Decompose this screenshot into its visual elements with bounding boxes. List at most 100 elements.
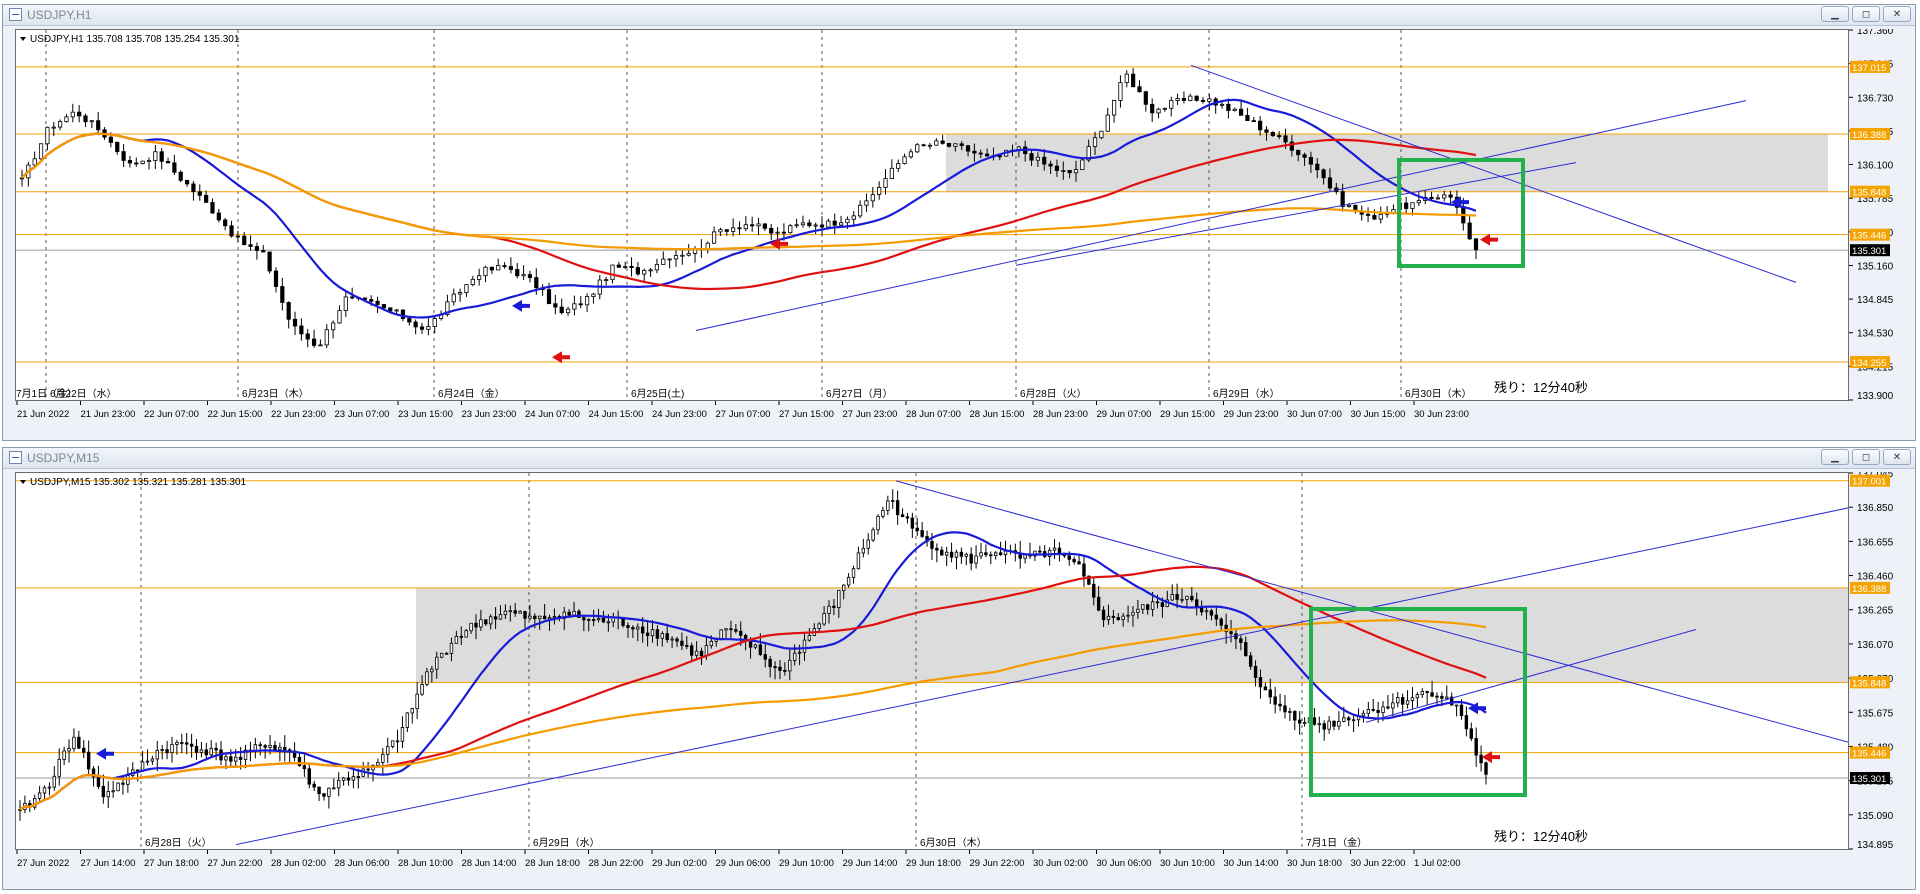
candle-body (234, 756, 238, 762)
candle-body (927, 144, 933, 147)
sell-arrow-icon (1480, 233, 1498, 246)
candle-body (1332, 720, 1336, 727)
candle-body (121, 151, 126, 161)
candle-body (1099, 130, 1104, 139)
candle-body (1150, 103, 1155, 114)
level-tag-label: 136.388 (1852, 584, 1886, 595)
candle-body (704, 645, 709, 657)
chart-window-h1[interactable]: USDJPY,H1 ▁ ◻ ✕ USDJPY,H1 135.708 135.70… (2, 4, 1916, 441)
date-label: 6月28日（火） (1020, 388, 1087, 400)
candle-body (1131, 73, 1136, 88)
candle-body (263, 745, 267, 748)
candle-body (216, 212, 221, 221)
candle-body (739, 630, 743, 636)
level-tag (1850, 356, 1890, 369)
candle-body (533, 615, 537, 620)
candle-body (972, 150, 977, 154)
price-axis-m15[interactable]: 137.045 136.850 136.655 136.460 136.265 136.0… (1849, 469, 1915, 851)
candle-body (153, 151, 158, 162)
minimize-button[interactable]: ▁ (1821, 449, 1849, 465)
candlestick-chart-h1[interactable]: USDJPY,H1 135.708 135.708 135.254 135.30… (16, 30, 1849, 400)
date-label: 6月30日（木） (920, 837, 987, 849)
candle-body (1273, 696, 1277, 705)
time-tick-label: 22 Jun 07:00 (144, 409, 199, 420)
time-tick-label: 23 Jun 15:00 (398, 409, 453, 420)
candle-body (842, 584, 846, 591)
time-tick-label: 29 Jun 07:00 (1097, 409, 1152, 420)
candle-body (1239, 638, 1243, 643)
maximize-button[interactable]: ◻ (1852, 6, 1880, 22)
time-tick-label: 30 Jun 15:00 (1351, 409, 1406, 420)
candle-body (832, 605, 836, 608)
candle-body (753, 644, 758, 648)
price-plot-h1[interactable]: USDJPY,H1 135.708 135.708 135.254 135.30… (15, 29, 1849, 401)
level-tag-label: 136.388 (1852, 130, 1886, 141)
window-titlebar-h1[interactable]: USDJPY,H1 ▁ ◻ ✕ (3, 5, 1915, 26)
candle-body (464, 630, 468, 638)
chart-window-m15[interactable]: USDJPY,M15 ▁ ◻ ✕ USDJPY,M15 135.302 135.… (2, 447, 1916, 890)
maximize-button[interactable]: ◻ (1852, 449, 1880, 465)
candle-body (979, 552, 983, 557)
candle-body (1143, 91, 1148, 105)
candle-body (204, 194, 209, 203)
candle-body (729, 628, 733, 631)
candle-body (587, 619, 591, 622)
price-tick-label: 134.845 (1857, 295, 1894, 306)
candlestick-chart-m15[interactable]: USDJPY,M15 135.302 135.321 135.281 135.3… (16, 473, 1849, 849)
time-tick-label: 29 Jun 22:00 (970, 858, 1025, 869)
candle-body (1035, 156, 1040, 161)
candle-body (1347, 717, 1351, 721)
price-plot-m15[interactable]: USDJPY,M15 135.302 135.321 135.281 135.3… (15, 472, 1849, 850)
ma-slow-line (19, 619, 1487, 811)
candle-body (993, 552, 998, 556)
candle-body (949, 551, 954, 558)
time-tick-label: 30 Jun 22:00 (1351, 858, 1406, 869)
candle-body (145, 760, 150, 763)
time-tick-label: 27 Jun 2022 (17, 858, 69, 869)
date-label: 6月22日（水） (50, 388, 117, 400)
candle-body (1278, 703, 1282, 707)
candle-body (413, 321, 418, 328)
candle-body (737, 227, 742, 230)
minimize-button[interactable]: ▁ (1821, 6, 1849, 22)
close-button[interactable]: ✕ (1883, 6, 1911, 22)
candle-body (538, 615, 542, 620)
supply-zone (946, 133, 1828, 192)
candle-body (807, 222, 812, 227)
candle-body (1474, 737, 1478, 756)
candle-body (1473, 238, 1479, 251)
candle-body (1484, 762, 1488, 775)
candle-body (731, 227, 736, 232)
time-axis-m15[interactable]: 27 Jun 2022 27 Jun 14:00 27 Jun 18:00 27 Ju… (15, 850, 1849, 886)
candle-body (813, 224, 818, 227)
level-tag (1850, 60, 1890, 73)
candle-body (686, 253, 691, 256)
candle-body (743, 224, 748, 230)
close-button[interactable]: ✕ (1883, 449, 1911, 465)
candle-body (474, 622, 478, 628)
candle-body (769, 227, 774, 234)
candle-body (515, 269, 520, 277)
candle-body (1378, 213, 1383, 220)
candle-body (1023, 554, 1027, 559)
candle-body (778, 666, 782, 671)
candle-body (902, 156, 907, 164)
candle-body (1442, 194, 1447, 199)
window-titlebar-m15[interactable]: USDJPY,M15 ▁ ◻ ✕ (3, 448, 1915, 469)
candle-body (724, 229, 729, 232)
candle-body (1248, 655, 1253, 667)
time-axis-h1[interactable]: 21 Jun 2022 21 Jun 23:00 22 Jun 07:00 22 Ju… (15, 401, 1849, 437)
candle-body (1048, 163, 1053, 167)
price-axis-h1[interactable]: 137.360137.045136.730136.415136.100135.7… (1849, 26, 1915, 402)
candle-body (965, 145, 971, 152)
candle-body (322, 793, 326, 797)
candle-body (856, 552, 861, 570)
candle-body (390, 740, 395, 747)
candle-body (773, 666, 777, 669)
time-tick-label: 24 Jun 15:00 (589, 409, 644, 420)
candle-body (1346, 204, 1352, 208)
candle-body (1308, 156, 1314, 165)
candle-body (280, 286, 285, 303)
candle-body (458, 292, 463, 295)
candle-body (577, 610, 581, 619)
